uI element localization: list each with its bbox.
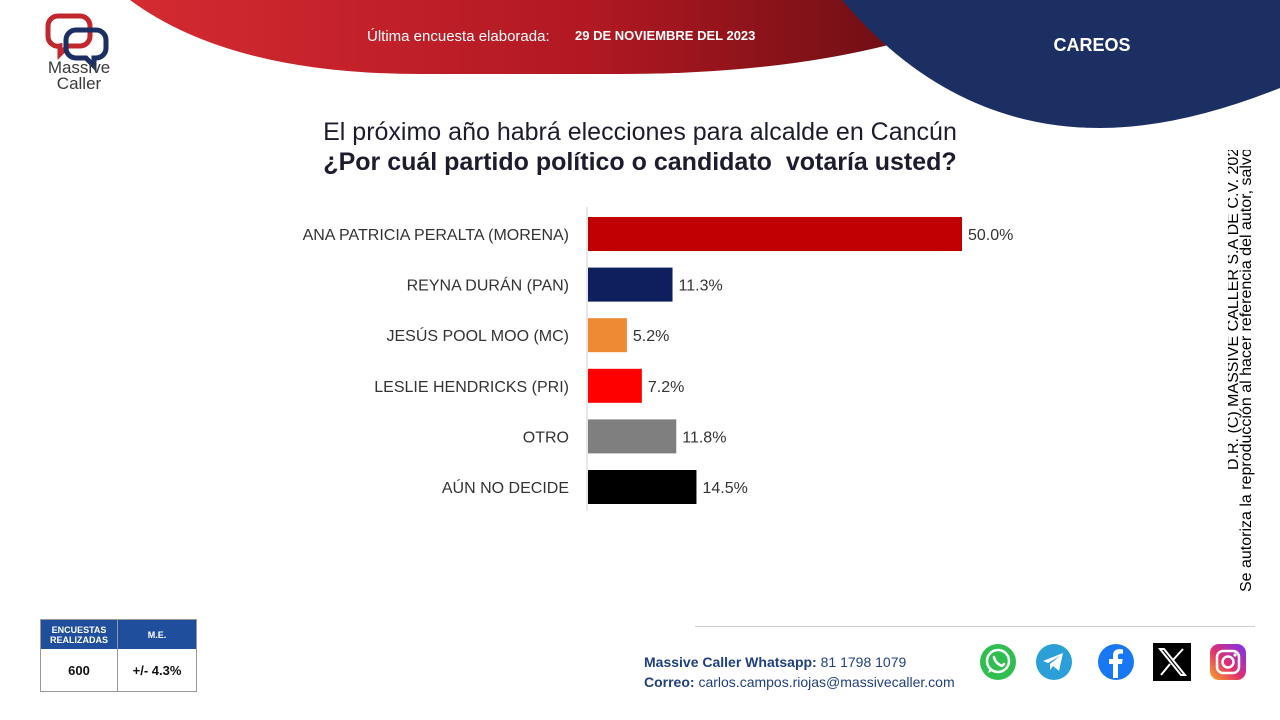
value-label: 7.2% [648,379,684,396]
brand-line2: Caller [56,74,102,93]
copyright-line1: D.R. (C) MASSIVE CALLER S.A DE C.V. 2023 [1228,150,1242,470]
survey-label: Última encuesta elaborada: [367,28,550,45]
email-contact: Correo: carlos.campos.riojas@massivecall… [644,674,955,690]
category-label: OTRO [523,429,569,446]
navy-banner [842,0,1280,128]
surveys-header: ENCUESTAS REALIZADAS [41,620,118,649]
copyright-line2: Se autoriza la reproducción al hacer ref… [1238,150,1255,592]
brand-name: Massive Caller [38,58,120,93]
bar [588,267,673,302]
email-label: Correo: [644,674,695,690]
brand-line1: Massive [47,58,111,77]
whatsapp-icon[interactable] [978,642,1018,682]
category-label: LESLIE HENDRICKS (PRI) [374,379,569,396]
copyright-note: D.R. (C) MASSIVE CALLER S.A DE C.V. 2023… [1228,150,1255,592]
bar [588,217,962,251]
footer-divider [695,626,1255,627]
facebook-icon[interactable] [1096,642,1136,682]
value-label: 11.8% [682,429,726,446]
section-title: CAREOS [1053,35,1131,55]
instagram-icon[interactable] [1208,642,1248,682]
value-label: 5.2% [633,328,669,345]
category-label: AÚN NO DECIDE [442,478,569,497]
survey-date: 29 DE NOVIEMBRE DEL 2023 [575,28,756,43]
value-label: 50.0% [968,227,1013,244]
question-line1: El próximo año habrá elecciones para alc… [323,118,957,146]
whatsapp-contact: Massive Caller Whatsapp: 81 1798 1079 [644,654,906,670]
category-label: REYNA DURÁN (PAN) [407,276,569,295]
category-label: ANA PATRICIA PERALTA (MORENA) [303,227,569,244]
margin-error-header: M.E. [147,629,167,640]
surveys-value: 600 [41,649,118,691]
x-icon[interactable] [1152,642,1192,682]
bar [588,470,697,504]
value-label: 14.5% [702,480,747,497]
bar [588,419,677,454]
whatsapp-label: Massive Caller Whatsapp: [644,654,817,670]
vote-intention-bar-chart: ANA PATRICIA PERALTA (MORENA) 50.0% REYNA … [303,207,1013,511]
margin-error-value: +/- 4.3% [132,662,182,678]
bar [588,318,627,353]
value-label: 11.3% [679,278,723,295]
category-label: JESÚS POOL MOO (MC) [386,326,569,345]
whatsapp-number[interactable]: 81 1798 1079 [820,654,907,670]
red-banner [130,0,900,74]
telegram-icon[interactable] [1034,642,1074,682]
email-address[interactable]: carlos.campos.riojas@massivecaller.com [698,674,955,690]
bar [588,368,642,403]
survey-stats-table: ENCUESTAS REALIZADAS M.E. 600 +/- 4.3% [40,619,197,692]
question-line2: ¿Por cuál partido político o candidato v… [323,148,957,176]
massive-caller-logo [45,13,109,73]
